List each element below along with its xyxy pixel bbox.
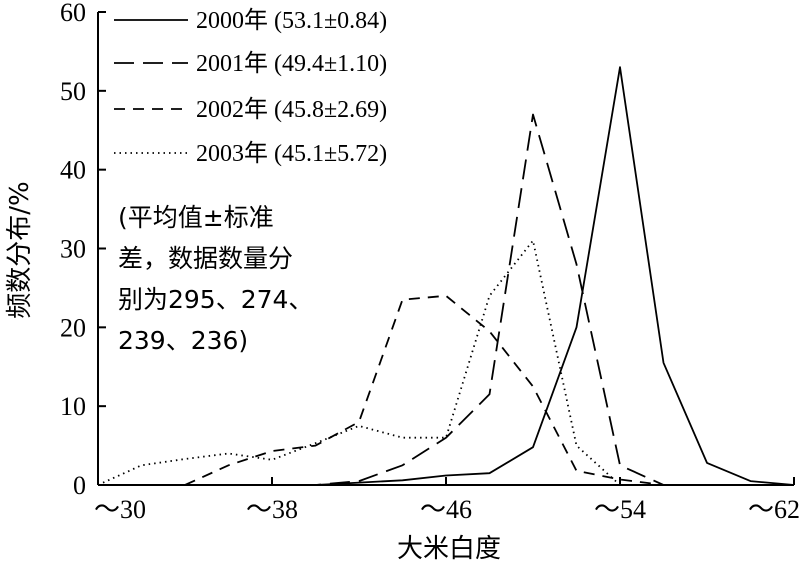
y-axis-title: 频数分布/% [5,181,35,318]
series-line-3 [184,294,664,486]
x-axis-title: 大米白度 [397,534,501,564]
legend: 2000年 (53.1±0.84) 2001年 (49.4±1.10) 2002年 … [114,7,387,167]
annotation-line-2: 差，数据数量分 [118,244,293,273]
x-tick-label: ～62 [748,495,800,524]
legend-label-4: 2003年 (45.1±5.72) [196,140,387,167]
x-tick-label: ～46 [420,495,472,524]
y-tick-label: 10 [60,392,86,421]
x-tick-label: ～54 [594,495,646,524]
y-tick-label: 30 [60,235,86,264]
y-tick-label: 50 [60,77,86,106]
series-lines [97,66,795,486]
series-line-4 [97,239,621,486]
x-tick-label: ～38 [246,495,298,524]
y-tick-label: 60 [60,0,86,27]
axis-ticks: 0 10 20 30 40 50 60 ～30 ～38 ～46 ～54 ～62 [60,0,800,524]
annotation-line-4: 239、236) [118,326,248,355]
legend-label-3: 2002年 (45.8±2.69) [196,96,387,123]
series-line-2 [272,113,664,486]
y-tick-label: 0 [73,471,86,500]
y-tick-label: 20 [60,313,86,342]
x-tick-label: ～30 [94,495,146,524]
legend-label-2: 2001年 (49.4±1.10) [196,50,387,77]
series-line-1 [272,66,795,486]
annotation-line-1: (平均值±标准 [118,203,274,232]
legend-label-1: 2000年 (53.1±0.84) [196,7,387,34]
y-tick-label: 40 [60,156,86,185]
annotation-line-3: 别为295、274、 [118,285,313,314]
